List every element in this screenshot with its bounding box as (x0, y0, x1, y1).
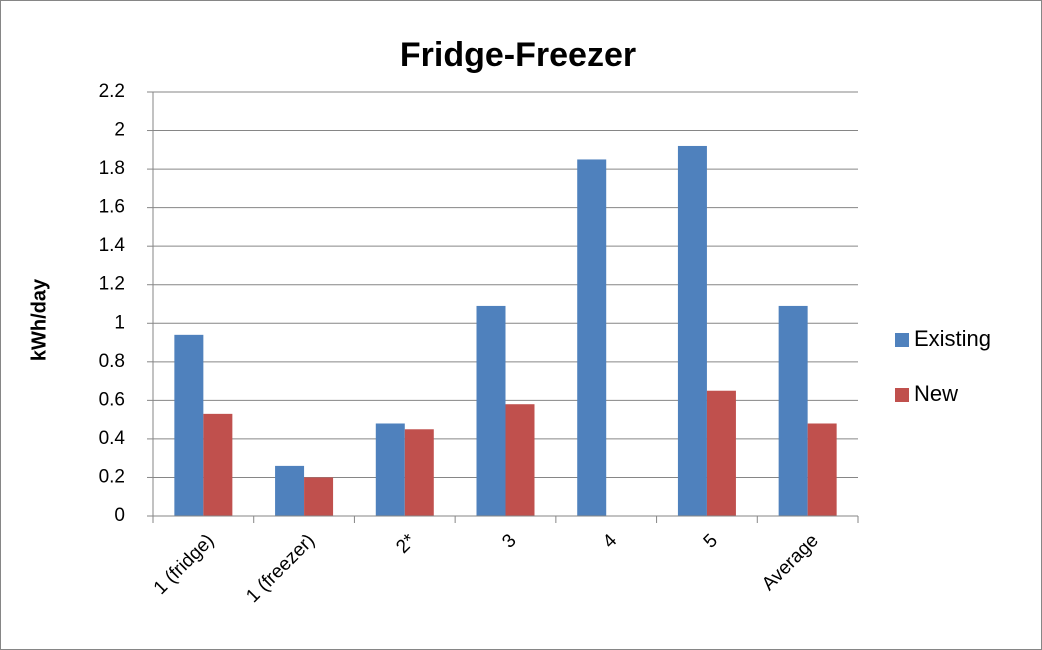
bar (375, 423, 405, 516)
y-tick-label: 1.4 (99, 235, 126, 256)
y-tick-label: 0 (114, 505, 125, 526)
y-tick-label: 1 (114, 312, 125, 333)
y-tick-label: 0.4 (99, 428, 126, 449)
bar (577, 159, 607, 517)
y-tick-label: 0.8 (99, 351, 125, 372)
y-tick-label: 0.6 (99, 389, 125, 410)
chart-title: Fridge-Freezer (400, 36, 636, 74)
y-tick-label: 1.8 (99, 158, 125, 179)
y-tick-label: 2.2 (99, 81, 125, 102)
bar (677, 145, 707, 517)
bar (203, 413, 233, 516)
y-tick-label: 1.2 (99, 274, 125, 295)
bar (778, 305, 808, 516)
bar (476, 305, 506, 516)
legend-swatch (895, 333, 909, 347)
bar (404, 429, 434, 516)
y-tick-label: 0.2 (99, 466, 125, 487)
bar (505, 404, 535, 516)
legend-swatch (895, 388, 909, 402)
y-tick-label: 2 (114, 120, 125, 141)
bar (807, 423, 837, 516)
y-axis-label: kWh/day (28, 278, 50, 361)
bar (304, 477, 334, 516)
bar (275, 465, 305, 516)
bar (174, 334, 204, 516)
y-tick-label: 1.6 (99, 197, 125, 218)
legend-label: Existing (914, 326, 991, 351)
bar (706, 390, 736, 516)
legend-label: New (914, 381, 958, 406)
